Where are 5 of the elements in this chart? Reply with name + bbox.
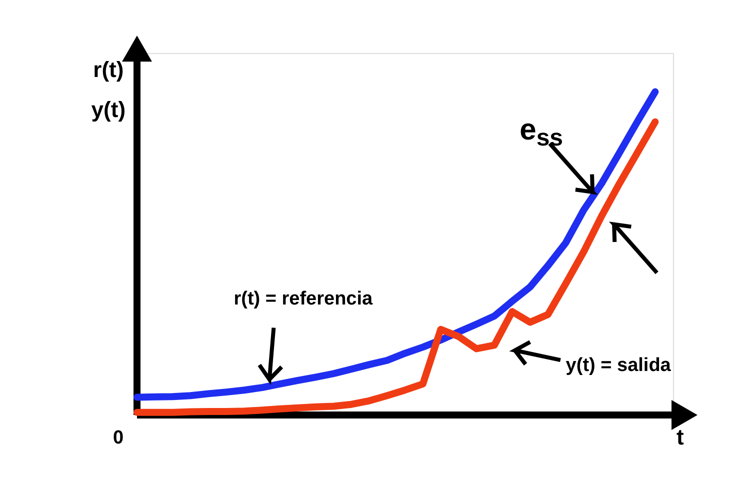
x-axis-title: t (676, 424, 684, 450)
y-axis-title: r(t) y(t) (91, 57, 126, 122)
annotation: y(t) = salida (566, 354, 672, 376)
annotation: r(t) = referencia (234, 288, 374, 310)
text: 0 (112, 428, 124, 449)
